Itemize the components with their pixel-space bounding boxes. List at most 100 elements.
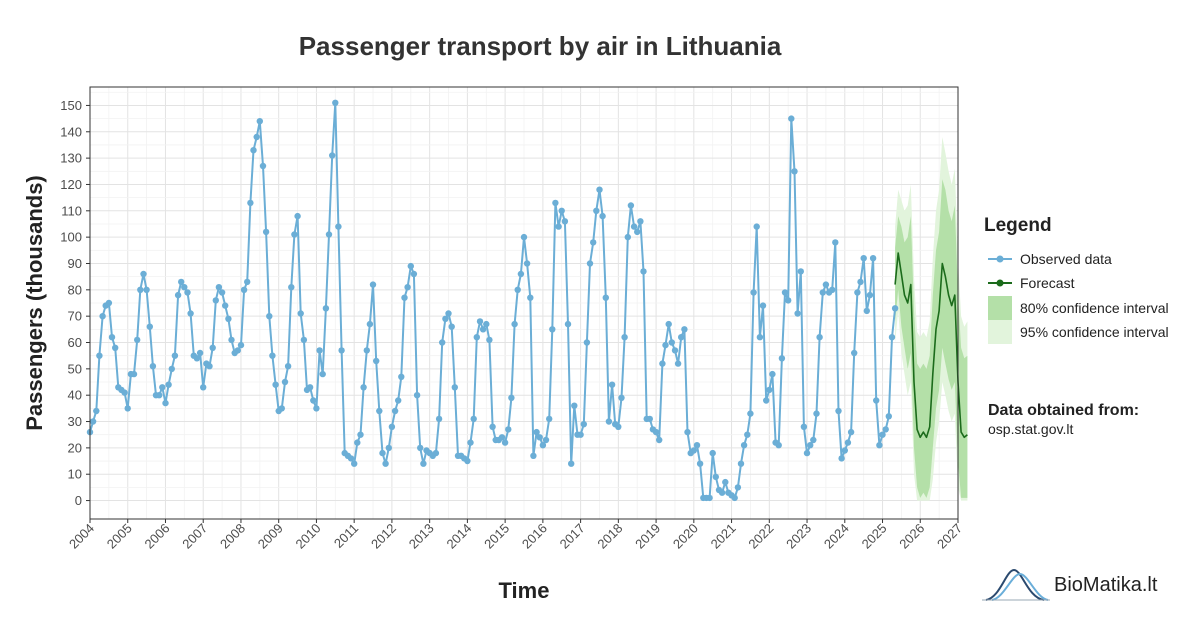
observed-data-point	[420, 460, 427, 467]
observed-data-point	[810, 436, 817, 444]
observed-data-point	[718, 489, 726, 496]
observed-data-point	[785, 297, 792, 304]
observed-data-point	[240, 286, 248, 293]
observed-data-point	[568, 460, 575, 467]
observed-data-point	[253, 133, 260, 141]
legend-item-observed: Observed data	[988, 251, 1112, 267]
plot-panel	[86, 86, 968, 520]
observed-data-point	[533, 428, 540, 436]
observed-data-point	[451, 384, 458, 391]
observed-data-point	[464, 457, 471, 465]
observed-data-point	[835, 407, 842, 415]
observed-data-point	[149, 363, 157, 370]
observed-data-point	[162, 399, 169, 407]
observed-data-point	[269, 352, 276, 359]
observed-data-point	[300, 336, 308, 344]
observed-data-point	[379, 449, 386, 457]
observed-data-point	[851, 349, 858, 357]
observed-data-point	[215, 284, 223, 291]
observed-data-point	[816, 334, 823, 341]
observed-data-point	[288, 284, 295, 291]
observed-data-point	[766, 386, 773, 394]
observed-data-point	[882, 426, 889, 433]
observed-data-point	[237, 341, 245, 349]
legend-key-ci95	[988, 320, 1012, 344]
observed-data-point	[329, 152, 336, 159]
x-tick-label: 2008	[217, 521, 248, 552]
observed-data-point	[863, 307, 870, 315]
observed-data-point	[206, 363, 213, 370]
observed-data-point	[536, 434, 543, 441]
observed-data-point	[577, 431, 584, 438]
observed-data-point	[228, 336, 235, 344]
observed-data-point	[737, 460, 745, 467]
observed-data-point	[259, 162, 267, 170]
observed-data-point	[819, 289, 826, 296]
observed-data-point	[121, 389, 128, 396]
observed-data-point	[722, 478, 729, 486]
y-tick-label: 20	[68, 440, 82, 455]
observed-data-point	[146, 323, 153, 330]
x-tick-label: 2026	[896, 521, 927, 552]
x-tick-label: 2023	[783, 521, 814, 552]
observed-data-point	[624, 233, 631, 241]
observed-data-point	[671, 347, 679, 354]
bell-curve-logo-icon	[982, 568, 1050, 601]
observed-data-point	[366, 320, 374, 328]
y-tick-label: 60	[68, 335, 82, 350]
observed-data-point	[385, 444, 392, 452]
observed-data-point	[347, 455, 355, 462]
observed-data-point	[640, 268, 647, 275]
series-layer	[86, 99, 968, 502]
observed-data-point	[788, 115, 795, 122]
observed-data-point	[841, 447, 848, 454]
observed-data-point	[652, 428, 660, 436]
y-tick-label: 150	[60, 98, 82, 113]
observed-data-point	[615, 423, 622, 430]
y-axis-title: Passengers (thousands)	[22, 175, 47, 431]
observed-data-point	[829, 286, 836, 293]
y-tick-label: 140	[60, 124, 82, 139]
observed-data-point	[357, 431, 364, 438]
legend-label-ci95: 95% confidence interval	[1020, 324, 1169, 340]
observed-data-point	[272, 381, 279, 388]
legend-key-forecast-point	[996, 279, 1004, 287]
observed-data-point	[596, 186, 603, 193]
observed-data-point	[291, 231, 298, 238]
observed-data-point	[130, 370, 138, 378]
observed-data-point	[306, 384, 314, 391]
observed-data-point	[656, 436, 663, 444]
observed-data-point	[775, 442, 782, 449]
observed-data-point	[256, 118, 263, 125]
observed-data-point	[781, 289, 789, 296]
observed-data-point	[747, 410, 754, 417]
observed-data-point	[508, 394, 515, 401]
observed-data-point	[734, 484, 742, 491]
observed-data-point	[124, 405, 131, 412]
observed-data-point	[479, 326, 487, 333]
observed-data-point	[134, 336, 141, 344]
observed-data-point	[832, 239, 839, 246]
observed-data-point	[284, 363, 292, 370]
observed-data-point	[546, 415, 553, 423]
observed-data-point	[634, 228, 641, 236]
observed-data-point	[602, 294, 609, 301]
observed-data-point	[319, 370, 326, 378]
observed-data-point	[310, 397, 317, 404]
y-tick-label: 50	[68, 361, 82, 376]
observed-data-point	[605, 418, 613, 425]
observed-data-point	[750, 289, 757, 296]
observed-data-point	[681, 326, 688, 333]
legend-label-forecast: Forecast	[1020, 275, 1075, 291]
x-tick-label: 2007	[179, 521, 210, 552]
y-tick-label: 40	[68, 388, 82, 403]
legend-key-ci80	[988, 296, 1012, 320]
observed-data-point	[866, 291, 874, 299]
observed-data-point	[807, 442, 814, 449]
observed-data-point	[96, 352, 103, 359]
x-tick-label: 2015	[481, 521, 512, 552]
observed-data-point	[178, 278, 185, 286]
observed-data-point	[222, 302, 229, 309]
observed-data-point	[332, 99, 339, 107]
observed-data-point	[558, 207, 565, 214]
